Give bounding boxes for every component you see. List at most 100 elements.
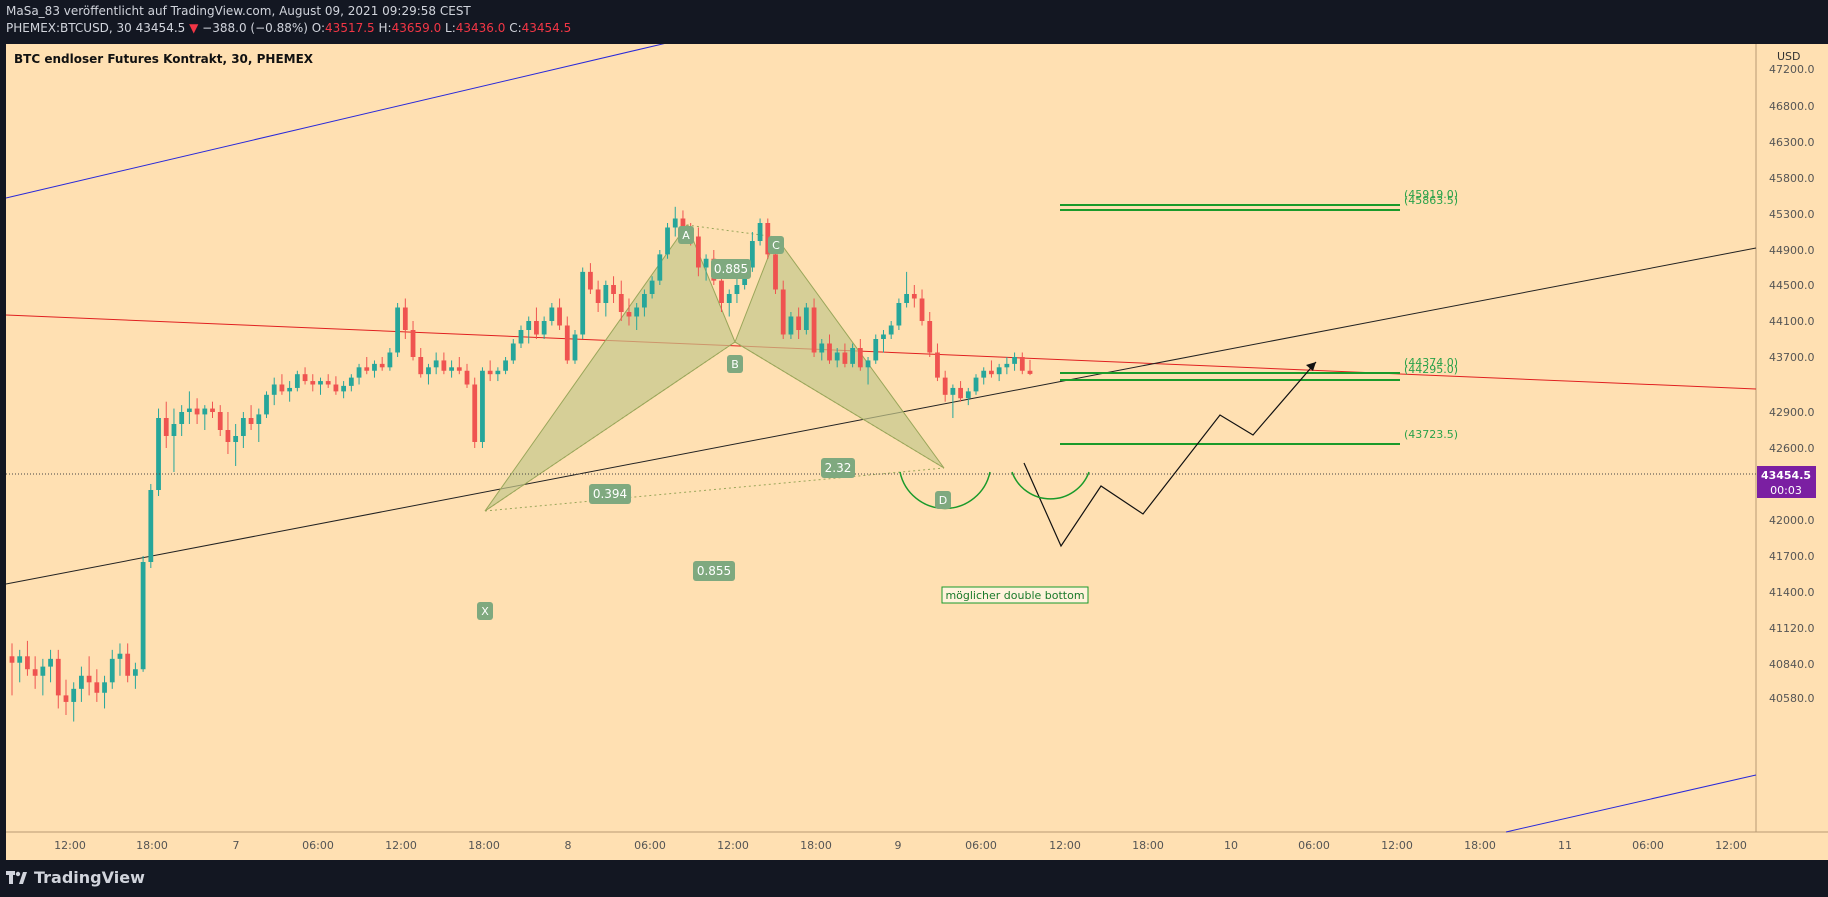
- candle-body: [942, 377, 948, 395]
- x-tick-label: 12:00: [1049, 839, 1081, 852]
- candle-body: [765, 223, 771, 255]
- x-tick-label: 9: [895, 839, 902, 852]
- candle-body: [86, 675, 92, 683]
- x-tick-label: 06:00: [302, 839, 334, 852]
- chart-title: BTC endloser Futures Kontrakt, 30, PHEME…: [14, 52, 314, 66]
- y-tick-label: 45300.0: [1769, 208, 1815, 221]
- candle-body: [572, 334, 578, 361]
- candle-body: [456, 367, 462, 371]
- candle-body: [796, 316, 802, 330]
- candle-body: [25, 656, 30, 670]
- candle-body: [811, 307, 817, 353]
- pattern-point-badge: [678, 226, 694, 244]
- blue-trendline-lower: [1505, 774, 1757, 833]
- candle-body: [996, 367, 1002, 375]
- candle-body: [989, 370, 994, 375]
- tradingview-logo[interactable]: TradingView: [6, 868, 145, 887]
- candle-body: [441, 360, 447, 371]
- candle-body: [248, 418, 254, 424]
- price-chart[interactable]: 47200.0 46800.0 46300.0 45800.0 45300.0 44900…: [0, 44, 1828, 860]
- candle-body: [171, 424, 177, 436]
- candle-body: [148, 490, 154, 562]
- x-tick-label: 06:00: [1298, 839, 1330, 852]
- ratio-label: 0.394: [593, 487, 627, 501]
- candle-body: [888, 325, 894, 335]
- candle-body: [356, 367, 362, 378]
- candle-body: [287, 387, 293, 392]
- candle-body: [834, 352, 840, 361]
- candle-body: [857, 348, 863, 368]
- candle-body: [588, 271, 593, 290]
- candle-body: [595, 289, 601, 303]
- candle-body: [402, 307, 408, 330]
- ratio-badge: [821, 458, 855, 478]
- candle-body: [618, 294, 624, 312]
- candle-body: [372, 363, 377, 371]
- candle-body: [395, 307, 400, 353]
- xd-ratio-line: [484, 467, 945, 512]
- candle-body: [773, 254, 778, 290]
- candle-body: [541, 321, 547, 335]
- candle-body: [803, 307, 809, 330]
- candle-body: [950, 387, 956, 395]
- candle-body: [503, 360, 508, 371]
- y-tick-label: 45800.0: [1769, 172, 1815, 185]
- candle-body: [935, 352, 940, 378]
- candle-body: [649, 280, 655, 294]
- candle-body: [842, 352, 848, 364]
- plot-area: [6, 44, 1756, 832]
- time-axis[interactable]: [6, 832, 1828, 860]
- candle-body: [225, 430, 231, 442]
- candle-body: [642, 294, 647, 308]
- x-tick-label: 7: [233, 839, 240, 852]
- candle-body: [163, 418, 169, 436]
- y-tick-label: 44100.0: [1769, 315, 1815, 328]
- y-tick-label: 41120.0: [1769, 622, 1815, 635]
- y-tick-label: 44900.0: [1769, 244, 1815, 257]
- candle-body: [788, 316, 794, 335]
- candle-body: [703, 258, 709, 268]
- candle-body: [464, 370, 470, 385]
- last-price-badge: [1757, 466, 1816, 498]
- x-tick-label: 18:00: [1464, 839, 1496, 852]
- candle-body: [133, 669, 138, 676]
- candle-body: [827, 343, 832, 361]
- price-axis[interactable]: [1756, 44, 1828, 832]
- candle-body: [156, 418, 161, 490]
- pattern-point-badge: [935, 491, 951, 509]
- brand-name: TradingView: [34, 868, 145, 887]
- candle-body: [680, 218, 686, 232]
- candle-body: [549, 307, 555, 321]
- candle-body: [958, 387, 963, 399]
- low-label: L:: [445, 21, 456, 35]
- y-tick-label: 46300.0: [1769, 136, 1815, 149]
- x-tick-label: 06:00: [634, 839, 666, 852]
- pattern-point-badge: [768, 236, 784, 254]
- candle-body: [495, 370, 501, 375]
- candle-body: [433, 360, 439, 368]
- x-tick-label: 18:00: [800, 839, 832, 852]
- author-line: MaSa_83 veröffentlicht auf TradingView.c…: [6, 4, 471, 18]
- candle-body: [780, 289, 786, 335]
- x-tick-label: 12:00: [385, 839, 417, 852]
- candle-body: [240, 418, 246, 436]
- y-tick-label: 41700.0: [1769, 550, 1815, 563]
- pattern-point-d: D: [939, 494, 947, 507]
- candle-body: [981, 370, 987, 378]
- y-tick-label: 43700.0: [1769, 351, 1815, 364]
- candle-body: [749, 241, 755, 268]
- x-tick-label: 18:00: [468, 839, 500, 852]
- candle-body: [734, 285, 740, 294]
- candle-body: [210, 408, 215, 412]
- candle-body: [418, 357, 424, 375]
- chart-header: MaSa_83 veröffentlicht auf TradingView.c…: [0, 0, 1828, 44]
- candle-body: [48, 658, 53, 667]
- candle-body: [881, 334, 886, 339]
- candle-body: [757, 223, 763, 241]
- x-tick-label: 12:00: [717, 839, 749, 852]
- candle-body: [850, 348, 856, 364]
- candle-body: [318, 381, 323, 385]
- pattern-point-b: B: [731, 358, 739, 371]
- close-value: 43454.5: [521, 21, 572, 35]
- candle-body: [557, 307, 562, 326]
